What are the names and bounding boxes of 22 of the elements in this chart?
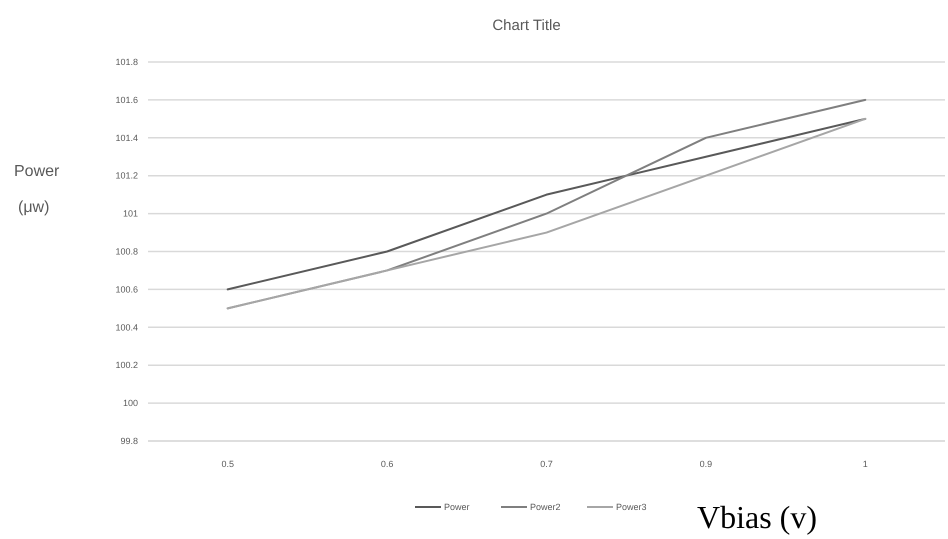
y-tick-label: 101	[122, 208, 138, 219]
y-tick-label: 100.4	[115, 322, 138, 332]
x-tick-label: 0.7	[540, 459, 553, 469]
y-tick-label: 100.2	[115, 360, 138, 370]
legend-label: Power2	[530, 502, 561, 512]
x-tick-label: 0.9	[700, 459, 712, 469]
x-tick-label: 0.6	[380, 459, 394, 469]
y-tick-label: 101.4	[115, 132, 138, 143]
chart-title: Chart Title	[492, 17, 561, 34]
y-tick-label: 101.2	[115, 170, 138, 181]
y-tick-label: 100	[122, 398, 138, 408]
x-tick-label: 1	[862, 459, 868, 469]
y-axis-title: Power (μw)	[14, 163, 60, 216]
y-tick-label: 99.8	[120, 436, 138, 446]
x-tick-label: 0.5	[221, 459, 234, 469]
y-tick-label: 100.8	[115, 246, 138, 256]
x-axis-title: Vbias (v)	[697, 499, 817, 535]
y-tick-label: 101.6	[115, 94, 138, 105]
legend-label: Power3	[616, 502, 647, 512]
legend-label: Power	[444, 502, 470, 512]
y-tick-label: 101.8	[115, 57, 138, 67]
y-tick-label: 100.6	[115, 284, 138, 294]
